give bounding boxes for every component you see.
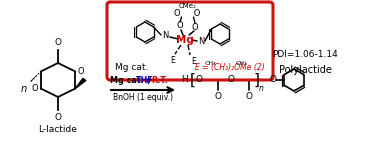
Text: CH₃: CH₃ bbox=[235, 61, 247, 66]
Text: n: n bbox=[259, 84, 264, 93]
Text: THF: THF bbox=[136, 76, 154, 85]
Text: ]: ] bbox=[254, 73, 260, 88]
Text: O: O bbox=[192, 22, 198, 31]
Polygon shape bbox=[75, 78, 86, 89]
FancyBboxPatch shape bbox=[107, 2, 273, 80]
Text: O     O: O O bbox=[174, 9, 201, 18]
Text: H: H bbox=[181, 75, 188, 84]
Polygon shape bbox=[240, 69, 242, 80]
Text: O: O bbox=[196, 75, 203, 84]
Text: E = (CH₂)₂OMe (2): E = (CH₂)₂OMe (2) bbox=[195, 63, 265, 72]
Text: PDI=1.06-1.14: PDI=1.06-1.14 bbox=[272, 50, 338, 59]
Polygon shape bbox=[209, 69, 211, 80]
Text: Mg cat. /: Mg cat. / bbox=[110, 76, 149, 85]
Text: N: N bbox=[198, 38, 204, 46]
Text: N: N bbox=[162, 31, 168, 40]
Text: CH₃: CH₃ bbox=[204, 61, 216, 66]
Text: O: O bbox=[78, 67, 84, 76]
Text: O: O bbox=[54, 38, 62, 47]
Text: O: O bbox=[31, 84, 38, 93]
Text: O: O bbox=[227, 75, 234, 84]
Text: R.T.: R.T. bbox=[151, 76, 168, 85]
Text: O: O bbox=[270, 75, 277, 84]
Text: O: O bbox=[245, 92, 253, 101]
Text: CMe₂: CMe₂ bbox=[178, 3, 197, 9]
Text: [: [ bbox=[190, 73, 196, 88]
Text: O: O bbox=[214, 92, 222, 101]
Text: O: O bbox=[54, 113, 62, 122]
Text: E: E bbox=[170, 56, 175, 65]
Text: O: O bbox=[177, 22, 183, 31]
Text: BnOH (1 equiv.): BnOH (1 equiv.) bbox=[113, 93, 173, 102]
Text: Polylactide: Polylactide bbox=[279, 65, 332, 75]
Text: /: / bbox=[148, 76, 151, 85]
Text: Mg cat.: Mg cat. bbox=[115, 63, 149, 72]
Text: Mg: Mg bbox=[176, 35, 194, 45]
Text: n: n bbox=[20, 84, 27, 93]
Text: L-lactide: L-lactide bbox=[39, 125, 77, 134]
Text: E: E bbox=[192, 57, 197, 66]
